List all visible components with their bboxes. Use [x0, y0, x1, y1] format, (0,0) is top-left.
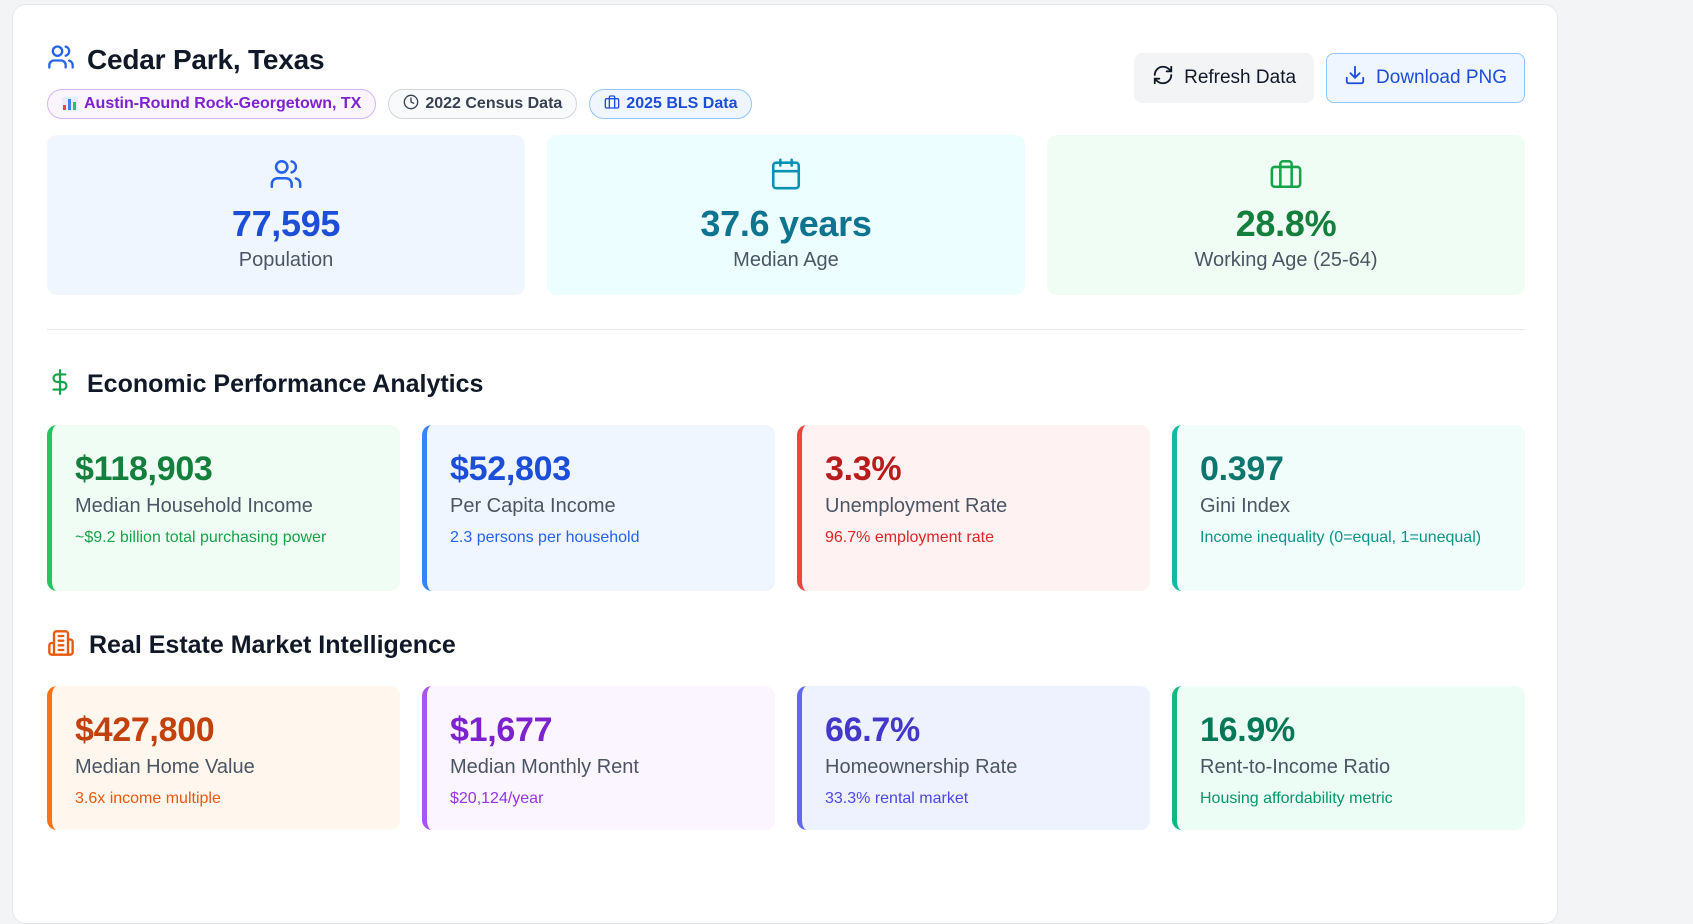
briefcase-icon	[604, 94, 620, 115]
metric-subtext: 2.3 persons per household	[450, 529, 640, 546]
population-stat: 77,595 Population	[47, 135, 525, 295]
download-png-button[interactable]: Download PNG	[1326, 53, 1525, 103]
metric-value: 0.397	[1200, 450, 1284, 488]
refresh-icon	[1152, 64, 1174, 92]
economic-section-title: Economic Performance Analytics	[87, 370, 484, 398]
building-icon	[47, 628, 75, 663]
metric-subtext: $20,124/year	[450, 790, 544, 807]
metric-label: Unemployment Rate	[825, 495, 1008, 517]
calendar-icon	[769, 157, 803, 193]
metric-subtext: ~$9.2 billion total purchasing power	[75, 529, 327, 546]
data-source-badges: Austin-Round Rock-Georgetown, TX 2022 Ce…	[47, 89, 753, 119]
working-age-value: 28.8%	[1235, 203, 1337, 244]
metric-label: Gini Index	[1200, 495, 1291, 517]
real-estate-metrics: $427,800 Median Home Value 3.6x income m…	[47, 686, 1525, 830]
metric-label: Per Capita Income	[450, 495, 616, 517]
homeownership-rate-card: 66.7% Homeownership Rate 33.3% rental ma…	[797, 686, 1150, 830]
bls-badge-label: 2025 BLS Data	[626, 95, 738, 112]
economic-metrics: $118,903 Median Household Income ~$9.2 b…	[47, 425, 1525, 591]
dollar-icon	[47, 367, 73, 402]
gini-index-card: 0.397 Gini Index Income inequality (0=eq…	[1172, 425, 1525, 591]
census-badge-label: 2022 Census Data	[425, 95, 563, 112]
census-badge: 2022 Census Data	[388, 89, 578, 119]
clock-icon	[403, 94, 419, 115]
metric-subtext: 33.3% rental market	[825, 790, 969, 807]
working-age-label: Working Age (25-64)	[1194, 249, 1378, 271]
median-household-income-card: $118,903 Median Household Income ~$9.2 b…	[47, 425, 400, 591]
section-divider	[47, 329, 1525, 330]
population-label: Population	[238, 249, 334, 271]
users-icon	[269, 157, 303, 193]
population-value: 77,595	[231, 203, 341, 244]
median-age-value: 37.6 years	[700, 203, 872, 244]
bar-chart-icon	[62, 97, 78, 111]
metric-value: 16.9%	[1200, 711, 1295, 749]
metric-subtext: 3.6x income multiple	[75, 790, 221, 807]
refresh-data-button[interactable]: Refresh Data	[1134, 53, 1315, 103]
metro-badge-label: Austin-Round Rock-Georgetown, TX	[84, 95, 362, 112]
metric-subtext: Housing affordability metric	[1200, 790, 1393, 807]
bls-badge: 2025 BLS Data	[589, 89, 753, 119]
users-icon	[47, 43, 75, 76]
metric-value: 66.7%	[825, 711, 920, 749]
median-home-value-card: $427,800 Median Home Value 3.6x income m…	[47, 686, 400, 830]
metric-value: $1,677	[450, 711, 553, 749]
metric-value: $427,800	[75, 711, 215, 749]
metric-label: Median Home Value	[75, 756, 255, 778]
per-capita-income-card: $52,803 Per Capita Income 2.3 persons pe…	[422, 425, 775, 591]
unemployment-rate-card: 3.3% Unemployment Rate 96.7% employment …	[797, 425, 1150, 591]
briefcase-icon	[1269, 157, 1303, 193]
median-monthly-rent-card: $1,677 Median Monthly Rent $20,124/year	[422, 686, 775, 830]
economic-section-header: Economic Performance Analytics	[47, 367, 483, 402]
download-png-label: Download PNG	[1376, 67, 1507, 88]
median-age-label: Median Age	[733, 249, 839, 271]
metro-badge: Austin-Round Rock-Georgetown, TX	[47, 89, 377, 119]
metric-value: $52,803	[450, 450, 571, 488]
metric-label: Homeownership Rate	[825, 756, 1018, 778]
header-actions: Refresh Data Download PNG	[1134, 53, 1525, 103]
metric-label: Rent-to-Income Ratio	[1200, 756, 1391, 778]
metric-value: $118,903	[75, 450, 213, 488]
metric-value: 3.3%	[825, 450, 902, 488]
metric-subtext: Income inequality (0=equal, 1=unequal)	[1200, 529, 1482, 546]
page-title: Cedar Park, Texas	[87, 43, 325, 75]
overview-stats: 77,595 Population 37.6 years Median Age …	[47, 135, 1525, 295]
metric-label: Median Household Income	[75, 495, 313, 517]
real-estate-section-title: Real Estate Market Intelligence	[89, 631, 456, 659]
metric-label: Median Monthly Rent	[450, 756, 639, 778]
download-icon	[1344, 64, 1366, 92]
header-title-row: Cedar Park, Texas	[47, 43, 325, 76]
rent-to-income-card: 16.9% Rent-to-Income Ratio Housing affor…	[1172, 686, 1525, 830]
refresh-data-label: Refresh Data	[1184, 67, 1297, 88]
city-profile-card: Cedar Park, Texas Austin-Round Rock-Geor…	[12, 4, 1558, 924]
real-estate-section-header: Real Estate Market Intelligence	[47, 628, 456, 663]
working-age-stat: 28.8% Working Age (25-64)	[1047, 135, 1525, 295]
median-age-stat: 37.6 years Median Age	[547, 135, 1025, 295]
metric-subtext: 96.7% employment rate	[825, 529, 994, 546]
